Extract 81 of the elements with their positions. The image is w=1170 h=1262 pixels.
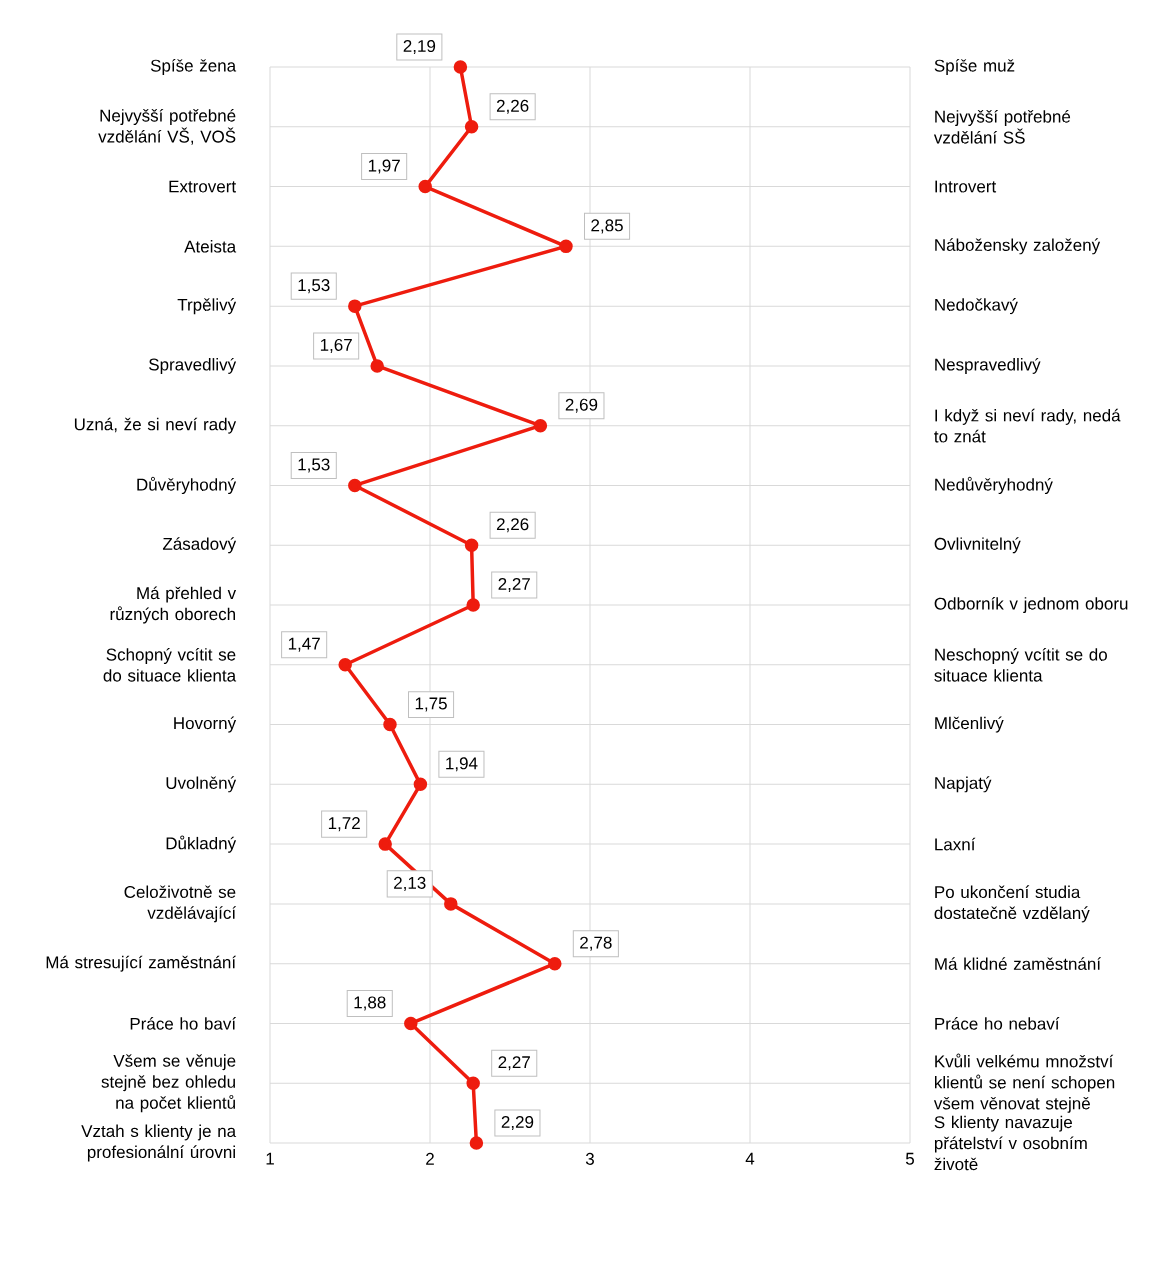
y-tick-label: Extrovert — [169, 180, 236, 193]
y-tick-label: Spíše žena — [150, 59, 237, 76]
y-tick-label: Uvolněný — [166, 776, 237, 793]
point — [418, 179, 432, 194]
point — [466, 1076, 480, 1090]
point — [413, 777, 428, 792]
y-tick-label: Uzná, že si neví rady — [74, 417, 237, 434]
data-label: 1,53 — [298, 279, 330, 294]
y2-tick-label: Introvert — [935, 180, 997, 193]
y-tick-label: Ateista — [184, 240, 237, 253]
point — [533, 418, 548, 433]
x-tick-label: 3 — [585, 1152, 594, 1165]
point — [348, 299, 362, 313]
y2-tick-label: I když si neví rady, nedá to znát — [934, 408, 1121, 443]
y2-tick-label: Práce ho nebaví — [935, 1017, 1060, 1030]
data-label: 2,29 — [501, 1115, 534, 1131]
data-label: 1,53 — [298, 458, 330, 473]
point — [348, 478, 362, 493]
data-label: 1,67 — [320, 338, 352, 353]
data-label: 2,27 — [498, 1056, 530, 1071]
data-label: 1,94 — [446, 757, 478, 772]
point — [383, 717, 397, 732]
y2-tick-label: Ovlivnitelný — [934, 537, 1021, 554]
y-tick-label: Schopný vcítit se do situace klienta — [103, 647, 237, 682]
y2-tick-label: Laxní — [935, 837, 976, 851]
y-tick-label: Celoživotně se vzdělávající — [124, 885, 237, 923]
point — [469, 1136, 484, 1150]
y2-tick-label: Nedůvěryhodný — [935, 476, 1053, 495]
y-tick-label: Všem se věnuje stejně bez ohledu na počet klientů — [101, 1054, 236, 1113]
y2-tick-label: Mlčenlivý — [935, 716, 1004, 733]
point — [464, 538, 479, 552]
x-tick-label: 1 — [266, 1152, 274, 1165]
y-tick-label: Vztah s klienty je na profesionální úrovni — [81, 1124, 237, 1162]
data-label: 2,78 — [580, 936, 612, 951]
y2-tick-label: Nejvyšší potřebné vzdělání SŠ — [933, 109, 1071, 144]
data-label: 2,27 — [498, 577, 530, 593]
y2-tick-label: Odborník v jednom oboru — [934, 596, 1128, 614]
data-label: 2,19 — [403, 40, 436, 55]
data-label: 2,26 — [496, 518, 529, 533]
y2-tick-label: Po ukončení studia dostatečně vzdělaný — [934, 885, 1090, 923]
y-tick-label: Důvěryhodný — [137, 476, 237, 495]
point — [453, 60, 468, 74]
point — [378, 837, 392, 851]
data-label: 2,69 — [565, 398, 598, 413]
y-tick-label: Spravedlivý — [149, 357, 237, 374]
data-label: 2,13 — [394, 876, 426, 891]
y2-tick-label: Spíše muž — [934, 59, 1015, 76]
data-label: 1,72 — [328, 817, 360, 832]
point — [338, 658, 352, 672]
point — [444, 897, 458, 911]
y2-tick-label: Neschopný vcítit se do situace klienta — [934, 647, 1107, 682]
y-tick-label: Trpělivý — [177, 298, 237, 315]
point — [548, 956, 562, 971]
y2-tick-label: Nespravedlivý — [935, 357, 1041, 374]
point — [559, 239, 573, 254]
y-tick-label: Práce ho baví — [130, 1017, 237, 1030]
y2-tick-label: Má klidné zaměstnání — [935, 957, 1101, 971]
y-tick-label: Zásadový — [162, 537, 237, 554]
x-tick-label: 5 — [905, 1152, 914, 1165]
y2-tick-label: Nábožensky založený — [935, 238, 1101, 255]
point — [404, 1016, 418, 1031]
data-label: 1,75 — [415, 697, 447, 712]
point — [464, 120, 479, 134]
y-tick-label: Důkladný — [166, 835, 237, 853]
point — [370, 359, 384, 373]
x-tick-label: 2 — [426, 1152, 434, 1165]
y2-tick-label: Kvůli velkému množství klientů se není schopen všem věnovat stejně — [933, 1053, 1115, 1113]
data-label: 1,47 — [288, 637, 320, 652]
y-tick-label: Má přehled v různých oborech — [110, 586, 237, 624]
data-label: 2,26 — [496, 99, 529, 114]
point — [466, 598, 480, 612]
y2-tick-label: Nedočkavý — [935, 298, 1018, 315]
y-tick-label: Nejvyšší potřebné vzdělání VŠ, VOŠ — [98, 108, 236, 145]
data-label: 2,85 — [591, 219, 623, 234]
x-tick-label: 4 — [745, 1152, 755, 1165]
y2-tick-label: S klienty navazuje přátelství v osobním životě — [934, 1115, 1087, 1171]
data-label: 1,97 — [368, 159, 400, 174]
y-tick-label: Má stresující zaměstnání — [46, 955, 237, 972]
y2-tick-label: Napjatý — [935, 776, 992, 793]
data-label: 1,88 — [354, 996, 386, 1011]
y-tick-label: Hovorný — [174, 716, 237, 733]
